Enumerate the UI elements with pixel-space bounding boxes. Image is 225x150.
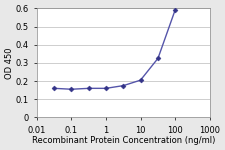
Y-axis label: OD 450: OD 450 (5, 47, 14, 79)
X-axis label: Recombinant Protein Concentration (ng/ml): Recombinant Protein Concentration (ng/ml… (32, 136, 215, 145)
